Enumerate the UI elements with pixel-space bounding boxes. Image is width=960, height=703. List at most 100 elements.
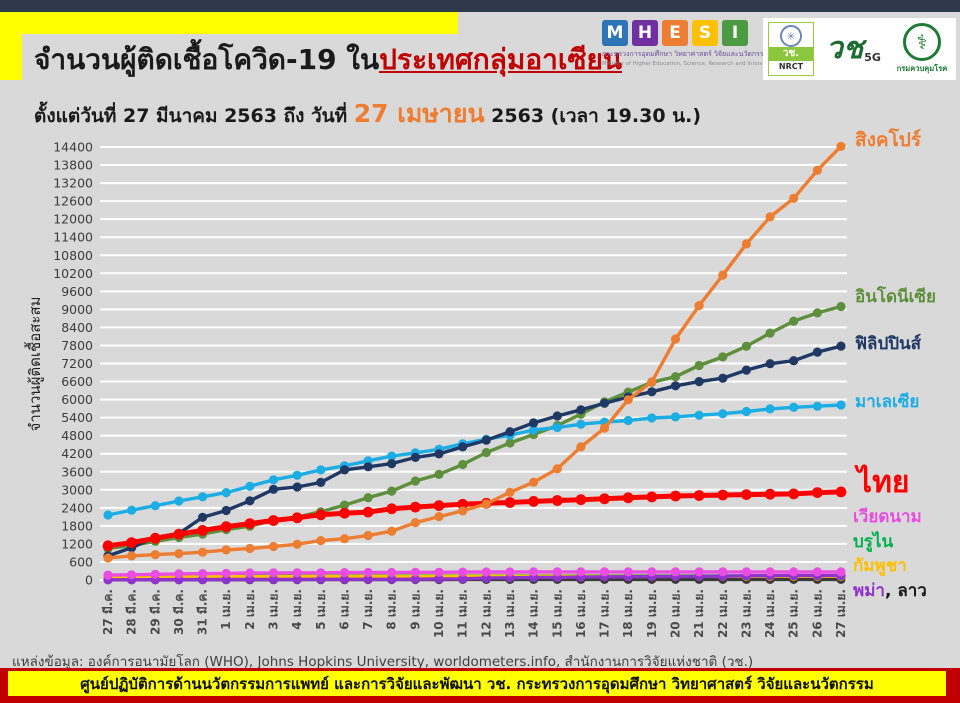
svg-text:17 เม.ย.: 17 เม.ย. [598,589,612,638]
svg-text:จำนวนผู้ติดเชื้อสะสม: จำนวนผู้ติดเชื้อสะสม [24,297,44,432]
svg-text:1200: 1200 [61,536,93,551]
mhesi-letter-h: H [632,20,658,46]
series-label-myanmar: พม่า [853,581,885,601]
title-highlight: ประเทศกลุ่มอาเซียน [379,43,623,76]
svg-text:12000: 12000 [53,212,93,227]
svg-text:27 มี.ค.: 27 มี.ค. [101,589,115,635]
svg-text:1800: 1800 [61,518,93,533]
footer-yellow-band: ศูนย์ปฏิบัติการด้านนวัตกรรมการแพทย์ และก… [8,671,946,696]
svg-text:3000: 3000 [61,482,93,497]
wachi-5g-logo: วช 5G [826,31,881,66]
svg-text:6 เม.ย.: 6 เม.ย. [337,589,351,630]
wachi-5g-sub: 5G [864,51,881,64]
series-label-singapore: สิงคโปร์ [855,129,922,151]
svg-text:5 เม.ย.: 5 เม.ย. [314,589,328,630]
svg-text:12 เม.ย.: 12 เม.ย. [479,589,493,638]
svg-text:0: 0 [85,573,93,588]
svg-text:10200: 10200 [53,266,93,281]
date-range-subtitle: ตั้งแต่วันที่ 27 มีนาคม 2563 ถึง วันที่ … [34,94,701,134]
top-navy-bar [0,0,960,12]
svg-text:24 เม.ย.: 24 เม.ย. [763,589,777,638]
mhesi-letter-squares: M H E S I [602,20,760,46]
series-label-indonesia: อินโดนีเซีย [855,287,936,307]
svg-text:9 เม.ย.: 9 เม.ย. [408,589,422,630]
svg-text:3600: 3600 [61,464,93,479]
svg-text:19 เม.ย.: 19 เม.ย. [645,589,659,638]
svg-text:14400: 14400 [53,140,93,155]
disease-control-dept-name: กรมควบคุมโรค [896,64,948,73]
partner-logos-panel: ✳ วช. NRCT วช 5G ⚕ กรมควบคุมโรค [763,18,956,80]
nrct-logo: ✳ วช. NRCT [768,22,814,76]
nrct-thai-abbr: วช. [769,47,813,61]
mhesi-letter-m: M [602,20,628,46]
svg-text:4 เม.ย.: 4 เม.ย. [290,589,304,630]
page-title: จำนวนผู้ติดเชื้อโควิด-19 ในประเทศกลุ่มอา… [34,38,622,82]
svg-text:13200: 13200 [53,176,93,191]
svg-text:16 เม.ย.: 16 เม.ย. [574,589,588,638]
svg-text:25 เม.ย.: 25 เม.ย. [787,589,801,638]
svg-text:6600: 6600 [61,374,93,389]
mhesi-logo: M H E S I กระทรวงการอุดมศึกษา วิทยาศาสตร… [602,20,777,67]
mhesi-letter-s: S [692,20,718,46]
svg-text:31 มี.ค.: 31 มี.ค. [196,589,210,635]
svg-text:14 เม.ย.: 14 เม.ย. [527,589,541,638]
series-label-myanmar-laos: พม่า, ลาว [853,581,927,602]
mhesi-thai-name: กระทรวงการอุดมศึกษา วิทยาศาสตร์ วิจัยและ… [602,50,769,58]
subtitle-date-highlight: 27 เมษายน [353,99,485,128]
series-label-brunei: บรูไน [853,532,894,552]
svg-text:4800: 4800 [61,428,93,443]
svg-text:20 เม.ย.: 20 เม.ย. [668,589,682,638]
svg-text:11 เม.ย.: 11 เม.ย. [456,589,470,638]
svg-text:12600: 12600 [53,194,93,209]
series-label-laos: , ลาว [884,581,927,601]
svg-text:7800: 7800 [61,338,93,353]
nrct-emblem-icon: ✳ [780,25,802,47]
svg-text:9600: 9600 [61,284,93,299]
svg-text:18 เม.ย.: 18 เม.ย. [621,589,635,638]
mhesi-english-name: Ministry of Higher Education, Science, R… [602,61,777,67]
series-label-malaysia: มาเลเซีย [855,392,920,412]
subtitle-prefix: ตั้งแต่วันที่ 27 มีนาคม 2563 ถึง วันที่ [34,105,354,127]
caduceus-icon: ⚕ [903,23,941,61]
mhesi-letter-i: I [722,20,748,46]
svg-text:13800: 13800 [53,158,93,173]
series-label-cambodia: กัมพูชา [853,556,907,576]
nrct-abbr: NRCT [778,62,804,71]
svg-text:26 เม.ย.: 26 เม.ย. [810,589,824,638]
svg-text:21 เม.ย.: 21 เม.ย. [692,589,706,638]
svg-text:7 เม.ย.: 7 เม.ย. [361,589,375,630]
svg-text:8400: 8400 [61,320,93,335]
svg-text:28 มี.ค.: 28 มี.ค. [125,589,139,635]
svg-text:27 เม.ย.: 27 เม.ย. [834,589,848,638]
svg-text:2 เม.ย.: 2 เม.ย. [243,589,257,630]
svg-text:7200: 7200 [61,356,93,371]
svg-text:22 เม.ย.: 22 เม.ย. [716,589,730,638]
svg-text:10 เม.ย.: 10 เม.ย. [432,589,446,638]
svg-text:23 เม.ย.: 23 เม.ย. [739,589,753,638]
footer-bar: ศูนย์ปฏิบัติการด้านนวัตกรรมการแพทย์ และก… [0,668,960,703]
title-panel [22,34,458,80]
series-label-vietnam: เวียดนาม [853,507,922,527]
svg-text:29 มี.ค.: 29 มี.ค. [148,589,162,635]
svg-text:2400: 2400 [61,500,93,515]
svg-text:5400: 5400 [61,410,93,425]
disease-control-dept-logo: ⚕ กรมควบคุมโรค [893,23,951,75]
svg-text:4200: 4200 [61,446,93,461]
svg-text:8 เม.ย.: 8 เม.ย. [385,589,399,630]
mhesi-letter-e: E [662,20,688,46]
series-label-philippines: ฟิลิปปินส์ [855,334,922,354]
svg-text:13 เม.ย.: 13 เม.ย. [503,589,517,638]
series-label-thailand: ไทย [857,465,910,500]
footer-text: ศูนย์ปฏิบัติการด้านนวัตกรรมการแพทย์ และก… [80,674,874,693]
wachi-5g-text: วช [826,31,864,66]
subtitle-suffix: 2563 (เวลา 19.30 น.) [484,105,702,127]
svg-text:11400: 11400 [53,230,93,245]
svg-text:30 มี.ค.: 30 มี.ค. [172,589,186,635]
svg-text:600: 600 [69,554,93,569]
svg-text:3 เม.ย.: 3 เม.ย. [267,589,281,630]
svg-text:10800: 10800 [53,248,93,263]
svg-text:1 เม.ย.: 1 เม.ย. [219,589,233,630]
title-prefix: จำนวนผู้ติดเชื้อโควิด-19 ใน [34,43,380,76]
